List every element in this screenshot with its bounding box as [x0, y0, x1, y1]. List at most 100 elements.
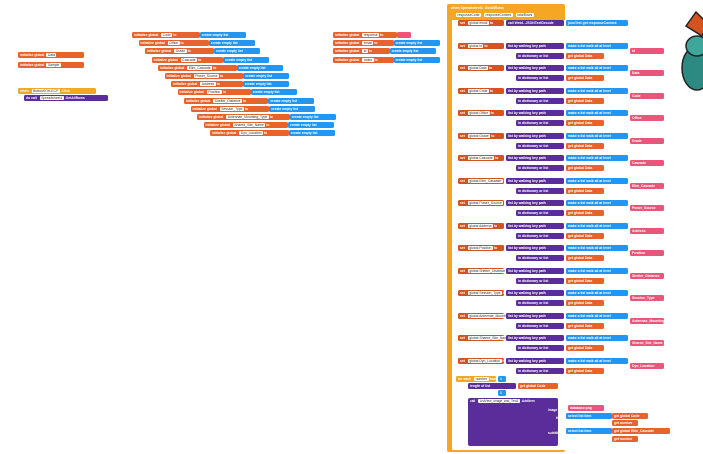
set-position[interactable]: set global Position to — [458, 245, 504, 251]
key-text[interactable]: Shared_Site_Name — [630, 340, 664, 346]
subtitle-index[interactable]: get number — [612, 436, 638, 442]
create-empty-list-block[interactable]: create empty list — [242, 81, 289, 88]
walk-key-path-block[interactable]: list by walking key path — [506, 110, 564, 116]
walk-key-path-block[interactable]: list by walking key path — [506, 200, 564, 206]
set-elim-cascade[interactable]: set global Elim_Cascade to — [458, 177, 507, 184]
create-empty-list-block[interactable]: create empty list — [243, 73, 290, 79]
global-id[interactable]: initialize global id to — [333, 48, 390, 55]
walk-key-path-block[interactable]: list by walking key path — [506, 290, 564, 296]
create-empty-list-block[interactable]: create empty list — [223, 56, 270, 63]
create-empty-list-block[interactable]: create empty list — [199, 32, 246, 38]
global-address[interactable]: initialize global Address to — [171, 81, 243, 88]
get-global-data[interactable]: get global Data — [566, 165, 604, 171]
create-empty-list-block[interactable]: create empty list — [268, 97, 315, 104]
global-data[interactable]: initialize global Data — [18, 52, 84, 58]
global-grade[interactable]: initialize global Grade to — [145, 48, 214, 55]
make-list-block[interactable]: make a list walk all at level — [566, 42, 628, 49]
key-text[interactable]: Session_Type — [630, 295, 664, 301]
set-session-type[interactable]: set global Session_Type to — [458, 290, 507, 296]
get-global-data[interactable]: get global Data — [566, 52, 604, 59]
make-list-block[interactable]: make a list walk all at level — [566, 155, 628, 161]
global-email[interactable]: initialize global email to — [333, 40, 394, 47]
walk-key-path-block[interactable]: list by walking key path — [506, 65, 564, 71]
make-list-block[interactable]: make a list walk all at level — [566, 110, 628, 116]
set-email[interactable]: set global email to — [458, 20, 504, 26]
walk-key-path-block[interactable]: list by walking key path — [506, 222, 564, 229]
add-item-block[interactable] — [468, 398, 558, 446]
key-text[interactable]: Position — [630, 250, 664, 256]
title-index[interactable]: get number — [612, 420, 638, 426]
get-global-data[interactable]: get global Data — [566, 187, 604, 194]
walk-key-path-block[interactable]: list by walking key path — [506, 177, 564, 184]
set-power-source[interactable]: set global Power_Source to — [458, 200, 507, 206]
key-text[interactable]: Data — [630, 70, 664, 76]
global-sample[interactable]: initialize global Sample — [18, 62, 84, 68]
key-text[interactable]: Grade — [630, 137, 664, 144]
image-text[interactable]: database.png — [568, 405, 604, 411]
get-global-data[interactable]: get global Data — [566, 322, 604, 329]
for-each-block[interactable]: for each number from — [456, 376, 497, 382]
global-cascade[interactable]: initialize global Cascade to — [151, 56, 224, 63]
title-select-block[interactable]: select list item — [566, 413, 612, 419]
param-response-content[interactable]: responseContent — [484, 13, 513, 17]
key-text[interactable]: Office — [630, 115, 664, 121]
empty-text-block[interactable] — [397, 32, 412, 38]
walk-key-path-block[interactable]: list by walking key path — [506, 267, 564, 274]
get-global-data[interactable]: get global Data — [566, 210, 604, 216]
create-empty-list-block[interactable]: create empty list — [288, 130, 335, 137]
global-code[interactable]: initialize global Code to — [132, 32, 200, 38]
key-text[interactable]: id — [630, 47, 664, 54]
global-position[interactable]: initialize global Position to — [177, 89, 251, 96]
walk-key-path-block[interactable]: list by walking key path — [506, 155, 564, 161]
make-list-block[interactable]: make a list walk all at level — [566, 132, 628, 139]
set-code[interactable]: set global Code to — [458, 87, 504, 94]
param-total-rows[interactable]: totalRows — [515, 13, 534, 17]
set-shared-site-name[interactable]: set global Shared_Site_Name to — [458, 335, 515, 341]
walk-key-path-block[interactable]: list by walking key path — [506, 357, 564, 364]
set-office[interactable]: set global Office to — [458, 110, 504, 116]
create-empty-list-block[interactable]: create empty list — [287, 122, 334, 129]
walk-key-path-block[interactable]: list by walking key path — [506, 312, 564, 319]
get-global-data[interactable]: get global Data — [566, 255, 604, 261]
key-text[interactable]: Cascade — [630, 160, 664, 166]
set-cascade[interactable]: set global Cascade to — [458, 155, 504, 161]
make-list-block[interactable]: make a list walk all at level — [566, 290, 628, 296]
key-text[interactable]: Elim_Cascade — [630, 182, 664, 189]
get-global-data[interactable]: get global Data — [566, 367, 604, 374]
global-dyn-location[interactable]: initialize global Dyn_Location to — [210, 130, 289, 137]
set-dyn-location[interactable]: set global Dyn_Location to — [458, 357, 506, 364]
walk-key-path-block[interactable]: list by walking key path — [506, 87, 564, 94]
make-list-block[interactable]: make a list walk all at level — [566, 245, 628, 251]
key-text[interactable]: Power_Source — [630, 205, 664, 211]
set-address[interactable]: set global Address to — [458, 222, 504, 229]
make-list-block[interactable]: make a list walk all at level — [566, 312, 628, 319]
subtitle-list[interactable]: get global Elim_Cascade — [612, 428, 670, 434]
call-getallrows-block[interactable]: do call Spreadsheet1 .GetAllRows — [24, 95, 108, 101]
make-list-block[interactable]: make a list walk all at level — [566, 177, 628, 184]
get-global-data[interactable]: get global Data — [566, 300, 604, 306]
listview-component[interactable]: ListView_Image_and_Text1 — [478, 399, 521, 403]
create-empty-list-block[interactable]: create empty list — [393, 40, 440, 47]
key-text[interactable]: Shelter_Distance — [630, 272, 664, 279]
create-empty-list-block[interactable]: create empty list — [214, 48, 260, 55]
get-global-data[interactable]: get global Data — [566, 142, 604, 149]
create-empty-list-block[interactable]: create empty list — [236, 64, 283, 71]
key-text[interactable]: Antennae_Mounting_Type — [630, 317, 674, 324]
make-list-block[interactable]: make a list walk all at level — [566, 200, 628, 206]
create-empty-list-block[interactable]: create empty list — [250, 89, 297, 96]
global-shared-site-name[interactable]: initialize global Shared_Site_Name to — [203, 122, 288, 129]
by-value[interactable]: 1 — [498, 390, 506, 396]
global-office[interactable]: initialize global Office to — [138, 40, 209, 47]
key-text[interactable]: Address — [630, 227, 664, 234]
make-list-block[interactable]: make a list walk all at level — [566, 65, 628, 71]
for-each-var[interactable]: number — [474, 377, 489, 381]
make-list-block[interactable]: jsonText get responseContent — [566, 20, 628, 26]
walk-key-path-block[interactable]: list by walking key path — [506, 335, 564, 341]
from-value[interactable]: 1 — [498, 376, 506, 382]
length-of-list-block[interactable]: length of list — [468, 383, 516, 389]
when-click-block[interactable]: when ButtonSOH-ECP .Click — [18, 88, 96, 94]
get-global-data[interactable]: get global Data — [566, 120, 604, 126]
walk-key-path-block[interactable]: list by walking key path — [506, 42, 564, 49]
key-text[interactable]: Code — [630, 92, 664, 99]
create-empty-list-block[interactable]: create empty list — [389, 48, 436, 55]
